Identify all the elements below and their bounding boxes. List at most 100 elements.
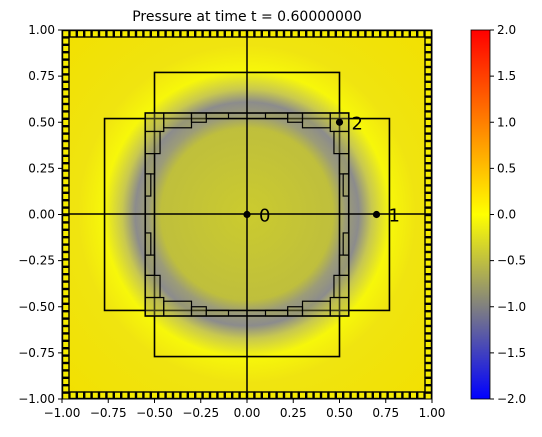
boundary-cell: [128, 30, 137, 38]
boundary-cell: [424, 111, 432, 120]
boundary-cell: [424, 348, 432, 356]
x-tick-label: −0.50: [136, 406, 173, 420]
boundary-cell: [62, 385, 70, 393]
boundary-cell: [62, 333, 70, 341]
chart-title: Pressure at time t = 0.60000000: [132, 9, 362, 25]
boundary-cell: [387, 391, 396, 399]
probe-label-1: 1: [389, 206, 400, 227]
colorbar-tick-label: −1.5: [497, 346, 526, 360]
boundary-cell: [424, 244, 432, 253]
staircase-cell: [144, 296, 165, 317]
boundary-cell: [424, 362, 432, 371]
boundary-cell: [62, 111, 70, 120]
boundary-cell: [424, 81, 432, 90]
boundary-cell: [239, 30, 248, 38]
colorbar-tick-label: 1.0: [497, 115, 516, 129]
boundary-cell: [424, 162, 432, 171]
colorbar-tick-label: 2.0: [497, 23, 516, 37]
probe-label-2: 2: [352, 113, 363, 134]
boundary-cell: [150, 30, 159, 38]
boundary-cell: [62, 37, 70, 46]
boundary-cell: [172, 30, 181, 38]
boundary-cell: [291, 391, 299, 399]
boundary-cell: [83, 391, 92, 399]
colorbar-gradient: [470, 29, 491, 400]
boundary-cell: [113, 30, 122, 38]
boundary-cell: [165, 30, 174, 38]
boundary-cell: [62, 199, 70, 208]
x-tick-label: 0.00: [234, 406, 261, 420]
boundary-cell: [424, 185, 432, 193]
boundary-cell: [91, 391, 100, 399]
boundary-cell: [283, 391, 292, 399]
boundary-cell: [357, 30, 366, 38]
boundary-cell: [424, 355, 432, 364]
boundary-cell: [62, 170, 70, 179]
boundary-cell: [424, 281, 432, 290]
colorbar-tick-label: 1.5: [497, 69, 516, 83]
boundary-cell: [261, 30, 270, 38]
probe-point-0: [243, 210, 251, 219]
boundary-cell: [224, 30, 233, 38]
y-tick-label: 1.00: [28, 23, 55, 37]
staircase-cell: [301, 112, 331, 129]
boundary-cell: [62, 140, 70, 149]
boundary-cell: [194, 30, 203, 38]
boundary-cell: [328, 30, 336, 38]
boundary-cell: [424, 30, 432, 38]
boundary-cell: [217, 30, 225, 38]
boundary-cell: [269, 30, 277, 38]
boundary-cell: [298, 391, 307, 399]
boundary-cell: [424, 192, 432, 201]
boundary-cell: [209, 30, 218, 38]
boundary-cell: [62, 125, 70, 134]
boundary-cell: [231, 30, 240, 38]
boundary-cell: [62, 185, 70, 193]
boundary-cell: [62, 229, 70, 238]
boundary-cell: [62, 288, 70, 297]
y-tick-label: 0.25: [28, 161, 55, 175]
boundary-cell: [409, 391, 418, 399]
boundary-cell: [394, 30, 403, 38]
x-axis-ticks: −1.00 −0.75 −0.50 −0.25 0.00 0.25 0.50 0.75 1.00: [44, 399, 445, 420]
boundary-cell: [62, 311, 70, 319]
boundary-cell: [298, 30, 307, 38]
boundary-cell: [424, 311, 432, 319]
boundary-cell: [83, 30, 92, 38]
staircase-cell: [205, 309, 230, 317]
boundary-cell: [62, 66, 70, 75]
boundary-cell: [320, 391, 329, 399]
boundary-cell: [187, 30, 196, 38]
x-tick-label: 0.50: [326, 406, 353, 420]
boundary-cell: [239, 391, 248, 399]
boundary-cell: [62, 348, 70, 356]
staircase-cell: [301, 300, 331, 317]
boundary-cell: [120, 391, 129, 399]
boundary-cell: [202, 30, 211, 38]
boundary-cell: [424, 96, 432, 105]
boundary-cell: [62, 177, 70, 186]
staircase-cell: [163, 300, 193, 317]
boundary-cell: [62, 148, 70, 156]
boundary-cell: [62, 274, 70, 282]
boundary-cell: [424, 125, 432, 134]
boundary-cell: [246, 391, 255, 399]
boundary-cell: [98, 30, 107, 38]
x-tick-label: −0.25: [182, 406, 219, 420]
boundary-cell: [320, 30, 329, 38]
staircase-cell: [287, 112, 304, 123]
y-tick-label: −0.75: [18, 346, 55, 360]
boundary-cell: [424, 303, 432, 312]
staircase-cell: [144, 130, 161, 155]
boundary-cell: [350, 391, 359, 399]
boundary-cell: [424, 148, 432, 156]
boundary-cell: [187, 391, 196, 399]
boundary-cell: [62, 251, 70, 260]
boundary-cell: [62, 377, 70, 386]
y-tick-label: 0.75: [28, 69, 55, 83]
boundary-cell: [372, 30, 381, 38]
staircase-cell: [338, 153, 350, 175]
boundary-cell: [365, 391, 373, 399]
boundary-cell: [62, 340, 70, 349]
